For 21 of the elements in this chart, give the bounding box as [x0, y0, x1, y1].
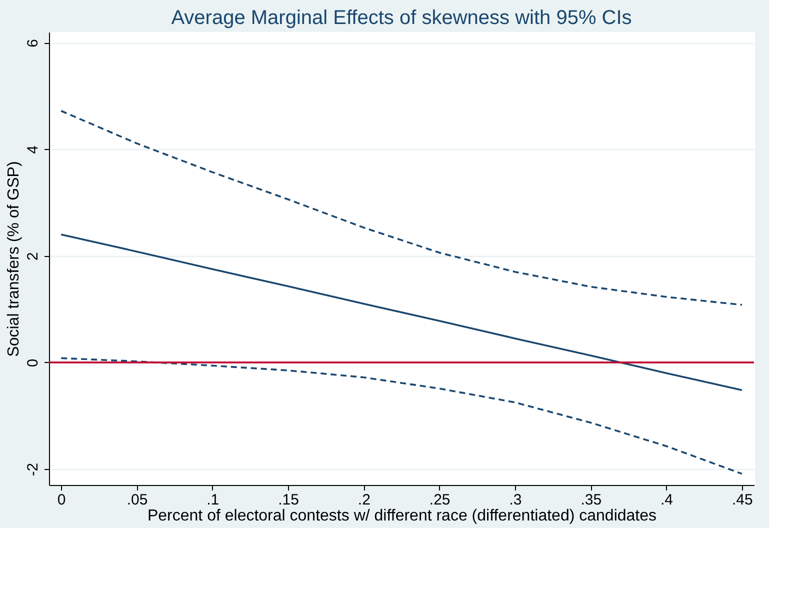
- chart-title: Average Marginal Effects of skewness with 95% CIs: [171, 7, 632, 29]
- x-tick-label: .2: [358, 492, 370, 508]
- y-tick-label: 4: [24, 146, 42, 154]
- line-series: [60, 234, 743, 392]
- y-tick-label: 6: [24, 38, 42, 48]
- line-series: [60, 110, 743, 306]
- x-tick-label: .35: [580, 492, 602, 508]
- x-tick-label: .1: [206, 492, 220, 508]
- line-series: [60, 357, 743, 475]
- x-tick-label: .25: [429, 492, 450, 508]
- x-tick-label: .4: [660, 492, 674, 508]
- x-tick-label: .45: [732, 492, 753, 508]
- x-tick-label: .15: [278, 492, 299, 508]
- x-tick-label: .3: [509, 492, 522, 508]
- y-tick-label: 0: [24, 358, 42, 368]
- y-axis-title: Social transfers (% of GSP): [6, 161, 22, 357]
- x-tick-label: .05: [126, 492, 148, 508]
- y-tick-label: -2: [24, 462, 42, 476]
- x-tick-label: 0: [57, 492, 66, 508]
- x-axis-title: Percent of electoral contests w/ different race (differentiated) candidates: [147, 508, 657, 524]
- y-tick-label: 2: [24, 252, 42, 261]
